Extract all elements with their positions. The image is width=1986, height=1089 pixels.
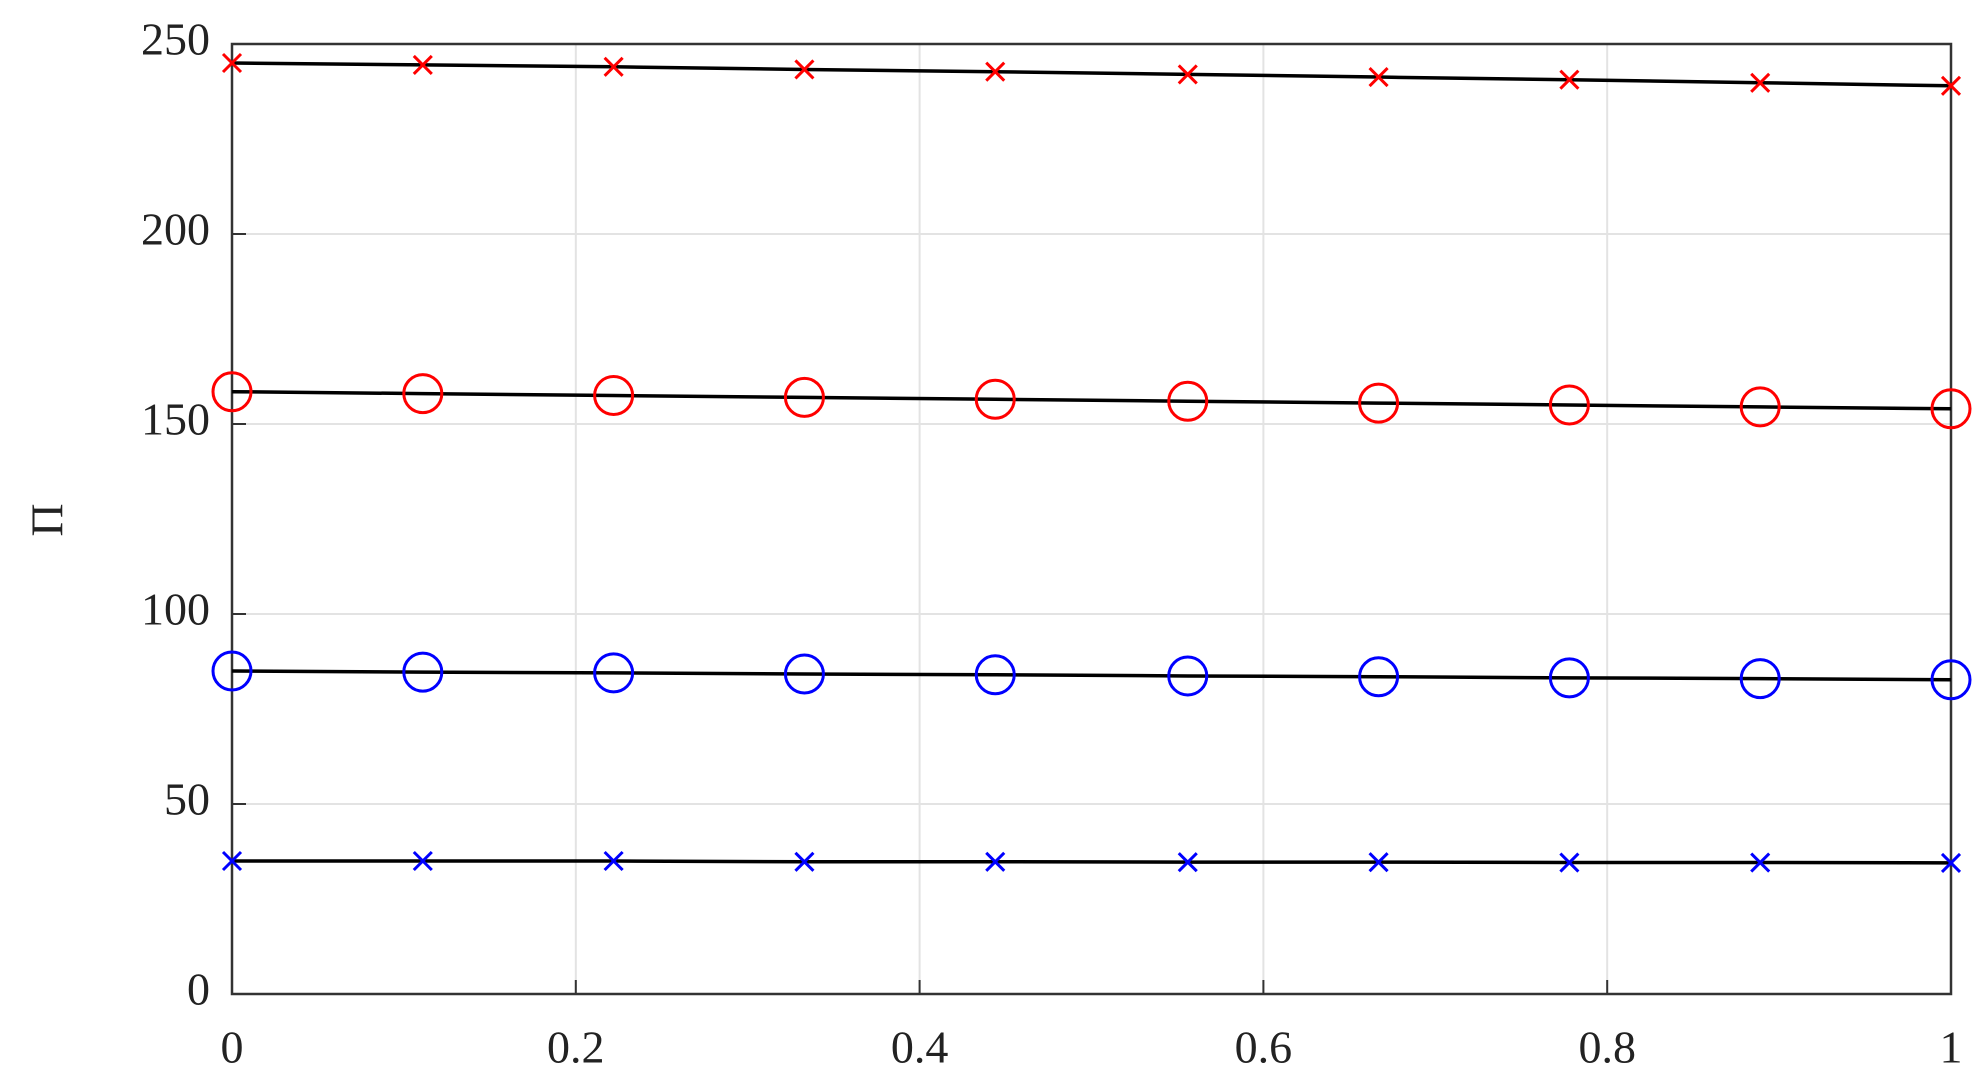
marker xyxy=(211,650,253,692)
y-tick-label: 250 xyxy=(141,14,210,65)
marker xyxy=(1358,656,1400,698)
series-line xyxy=(231,669,1952,682)
marker xyxy=(974,378,1016,420)
marker xyxy=(593,652,635,694)
y-tick-label: 200 xyxy=(141,204,210,255)
marker xyxy=(1177,64,1198,85)
marker xyxy=(1559,69,1580,90)
marker xyxy=(1548,657,1590,699)
y-tick-label: 150 xyxy=(141,394,210,445)
marker xyxy=(1167,655,1209,697)
marker xyxy=(211,371,253,413)
x-tick-label: 1 xyxy=(1940,1022,1963,1073)
marker xyxy=(1559,852,1580,873)
y-tick-label: 50 xyxy=(164,774,210,825)
y-tick-label: 0 xyxy=(187,964,210,1015)
series-line xyxy=(232,859,1952,865)
marker xyxy=(1750,72,1771,93)
marker xyxy=(1358,382,1400,424)
marker xyxy=(1739,386,1781,428)
marker xyxy=(1930,659,1972,701)
marker xyxy=(985,851,1006,872)
marker xyxy=(1167,380,1209,422)
marker xyxy=(1739,658,1781,700)
marker xyxy=(1940,75,1962,96)
marker xyxy=(412,850,433,872)
marker xyxy=(1368,852,1389,873)
marker xyxy=(1368,66,1389,88)
marker xyxy=(1750,852,1771,873)
marker xyxy=(783,376,825,418)
marker xyxy=(1177,852,1198,873)
marker xyxy=(794,851,815,872)
marker xyxy=(1548,384,1590,426)
x-tick-label: 0.4 xyxy=(891,1022,949,1073)
marker xyxy=(402,651,444,693)
x-tick-label: 0.8 xyxy=(1578,1022,1636,1073)
marker xyxy=(221,52,243,74)
marker xyxy=(1930,388,1972,430)
x-tick-label: 0.2 xyxy=(547,1022,605,1073)
y-axis-label: Π xyxy=(22,503,73,536)
marker xyxy=(402,373,444,415)
series-line xyxy=(231,389,1952,411)
marker xyxy=(603,850,624,872)
marker xyxy=(412,54,433,75)
x-tick-label: 0.6 xyxy=(1235,1022,1293,1073)
marker xyxy=(1940,852,1962,873)
marker xyxy=(985,61,1006,82)
marker xyxy=(221,850,243,872)
series-line xyxy=(231,61,1952,88)
x-tick-label: 0 xyxy=(221,1022,244,1073)
marker xyxy=(783,653,825,695)
marker xyxy=(974,654,1016,696)
marker xyxy=(794,59,815,80)
marker xyxy=(603,56,624,77)
y-tick-label: 100 xyxy=(141,584,210,635)
plot-frame xyxy=(230,42,1953,996)
marker xyxy=(593,375,635,416)
